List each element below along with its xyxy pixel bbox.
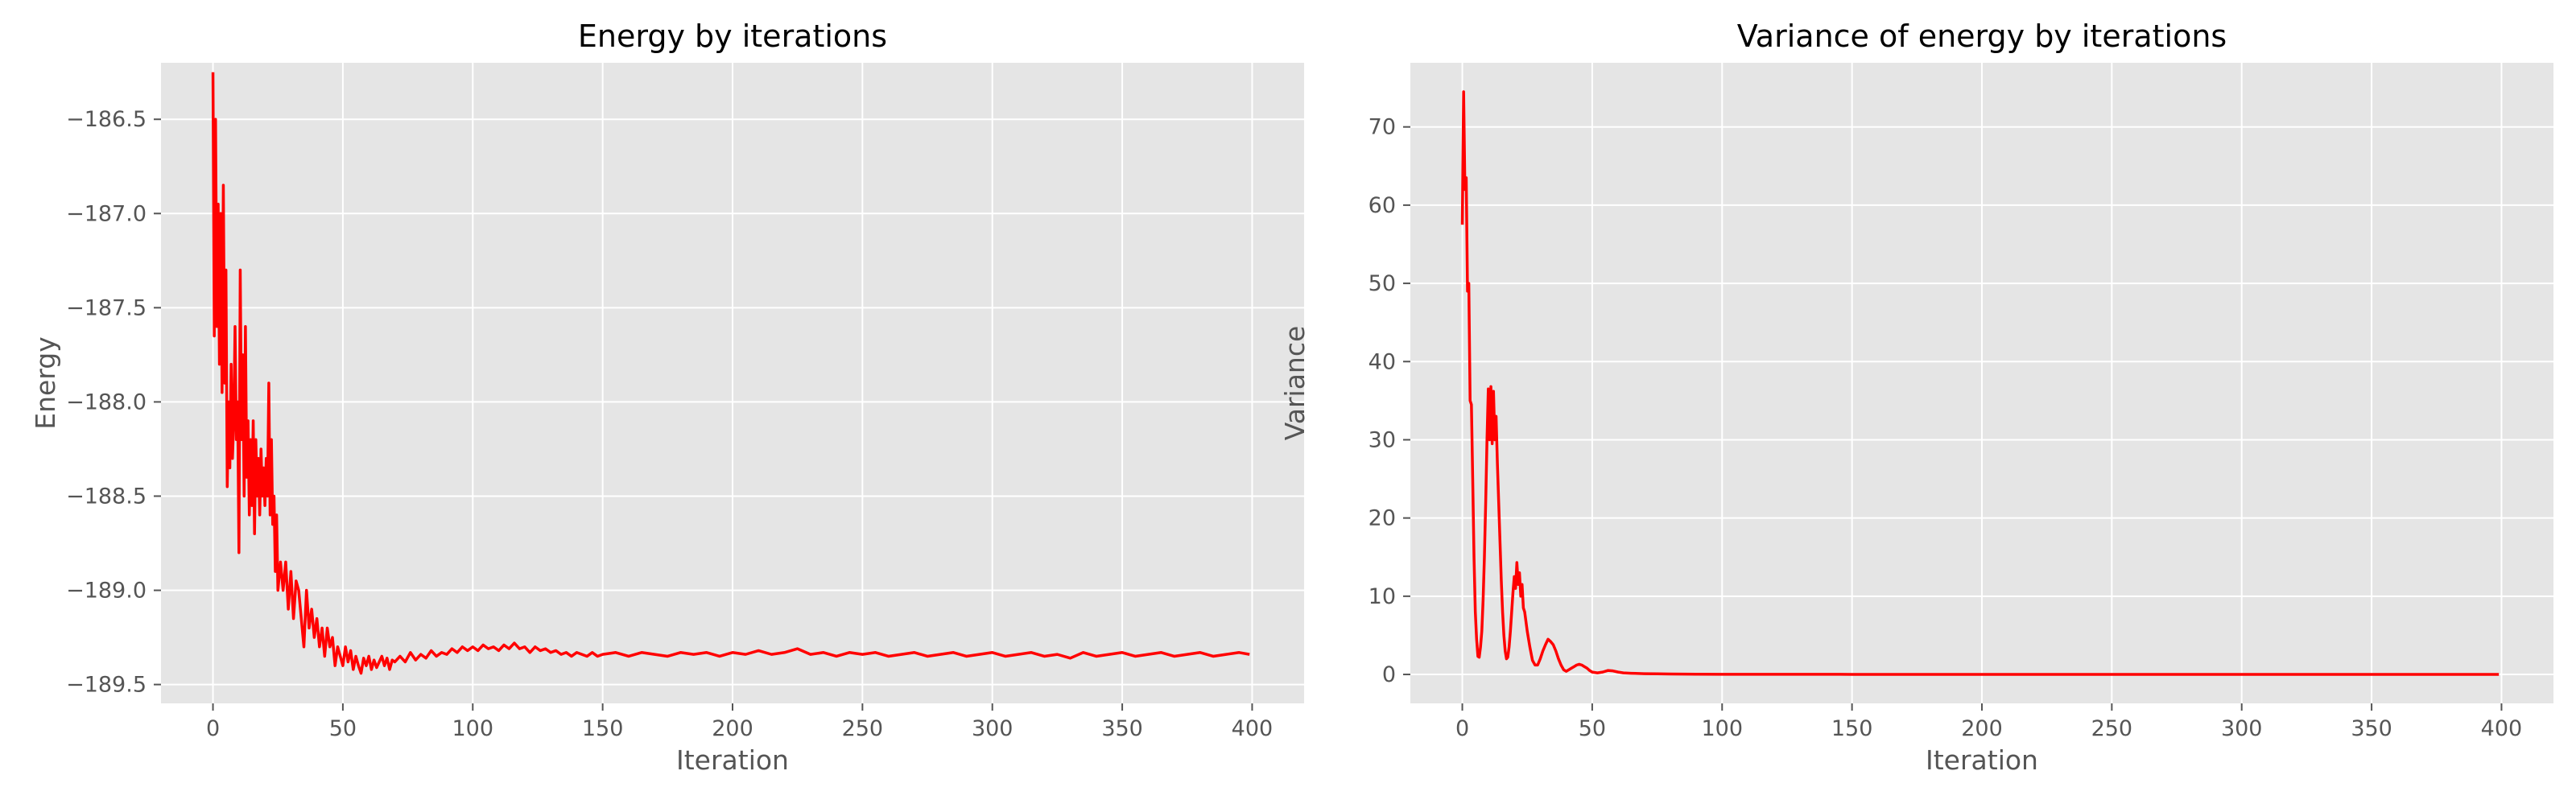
chart-2-series-1-line <box>1460 90 2500 676</box>
chart-2-y-tick-label: 30 <box>1368 427 1396 452</box>
chart-2-x-tick-label: 250 <box>2091 716 2133 741</box>
chart-2-x-tick-label: 350 <box>2351 716 2392 741</box>
chart-2-x-tick-label: 400 <box>2481 716 2523 741</box>
chart-1-x-tick-label: 50 <box>329 716 357 741</box>
chart-1-x-axis-label: Iteration <box>676 744 789 776</box>
chart-1-y-tick-label: −189.0 <box>66 579 147 604</box>
chart-2-y-axis-label: Variance <box>1279 326 1311 441</box>
chart-1-x-tick-label: 150 <box>582 716 624 741</box>
chart-1-x-tick-label: 250 <box>842 716 884 741</box>
chart-2-title: Variance of energy by iterations <box>1737 19 2227 54</box>
chart-2-x-tick-label: 150 <box>1831 716 1873 741</box>
chart-2-x-tick-label: 0 <box>1455 716 1469 741</box>
chart-2-x-tick-label: 300 <box>2221 716 2263 741</box>
chart-2-x-tick-label: 50 <box>1579 716 1606 741</box>
chart-1-y-tick-label: −188.5 <box>66 484 147 509</box>
chart-1-series-1-line <box>211 72 1250 675</box>
chart-1-x-tick-label: 200 <box>712 716 753 741</box>
chart-1-x-tick-label: 0 <box>206 716 220 741</box>
chart-2-x-tick-label: 200 <box>1961 716 2003 741</box>
chart-1-x-tick-label: 350 <box>1101 716 1143 741</box>
chart-1-y-tick-label: −187.5 <box>66 295 147 320</box>
chart-1-y-tick-label: −186.5 <box>66 107 147 132</box>
chart-2: 0 50 100 150 200 250 300 350 400 0 10 20 30 40 50 60 70 V… <box>1279 19 2553 776</box>
chart-1-x-tick-label: 300 <box>972 716 1013 741</box>
chart-2-y-tick-label: 40 <box>1368 349 1396 374</box>
chart-1-y-tick-label: −187.0 <box>66 201 147 226</box>
chart-2-y-tick-label: 60 <box>1368 193 1396 218</box>
chart-2-x-tick-label: 100 <box>1701 716 1743 741</box>
chart-2-y-tick-label: 50 <box>1368 271 1396 296</box>
chart-1-title: Energy by iterations <box>578 19 887 54</box>
chart-1-y-axis-label: Energy <box>30 336 61 430</box>
chart-1-y-tick-label: −188.0 <box>66 390 147 414</box>
chart-2-x-axis-label: Iteration <box>1926 744 2038 776</box>
chart-1: 0 50 100 150 200 250 300 350 400 −189.5 −189.0 −188… <box>30 19 1304 776</box>
chart-1-x-tick-label: 400 <box>1232 716 1274 741</box>
chart-1-x-tick-label: 100 <box>452 716 493 741</box>
chart-2-y-tick-label: 10 <box>1368 584 1396 609</box>
chart-2-y-tick-label: 0 <box>1382 662 1396 687</box>
chart-1-y-tick-label: −189.5 <box>66 673 147 698</box>
chart-2-y-tick-label: 70 <box>1368 115 1396 140</box>
chart-2-y-tick-label: 20 <box>1368 506 1396 531</box>
